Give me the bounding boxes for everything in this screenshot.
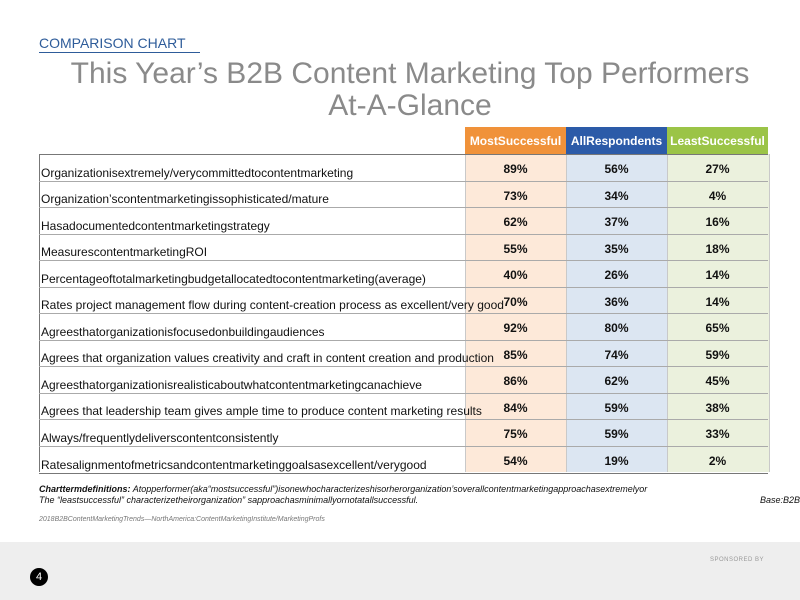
row-label: Agrees that organization values creativi… (41, 351, 494, 365)
value-most-successful: 89% (503, 162, 528, 176)
title-line-1: This Year’s B2B Content Marketing Top Pe… (70, 57, 750, 90)
table-row: Always/frequentlydeliverscontentconsiste… (39, 420, 768, 447)
value-most-successful: 84% (503, 400, 528, 415)
table-row: Organization’scontentmarketingissophisti… (39, 182, 768, 208)
value-most-successful: 40% (503, 268, 528, 282)
row-label: Always/frequentlydeliverscontentconsiste… (41, 430, 279, 445)
value-least-successful: 27% (705, 162, 730, 176)
table-row: Agreesthatorganizationisrealisticaboutwh… (39, 367, 768, 394)
column-header-least-successful: LeastSuccessful (667, 127, 768, 154)
value-all-respondents: 74% (604, 347, 629, 362)
column-bg-all (566, 154, 668, 472)
value-all-respondents: 36% (604, 294, 629, 309)
value-least-successful: 2% (708, 453, 727, 468)
value-all-respondents: 19% (604, 453, 629, 468)
value-most-successful: 75% (503, 427, 528, 441)
column-header-all-respondents: AllRespondents (566, 127, 667, 154)
value-most-successful: 73% (503, 188, 528, 203)
sponsored-label: SPONSORED BY (710, 557, 765, 563)
row-label: MeasurescontentmarketingROI (41, 245, 208, 259)
value-least-successful: 4% (708, 188, 727, 203)
value-all-respondents: 59% (604, 427, 629, 441)
value-all-respondents: 59% (604, 400, 629, 415)
value-least-successful: 16% (705, 215, 730, 229)
kicker-label: COMPARISON CHART (39, 35, 200, 53)
value-most-successful: 70% (503, 294, 528, 309)
slide: COMPARISON CHART This Year’s B2B Content… (0, 0, 800, 542)
definitions-line-2: The “leastsuccessful” characterizetheiro… (39, 495, 419, 505)
value-all-respondents: 26% (604, 268, 629, 282)
value-least-successful: 14% (705, 268, 730, 282)
row-label: Hasadocumentedcontentmarketingstrategy (41, 218, 270, 233)
definitions-line-1: Atopperformer(aka“mostsuccessful”)isonew… (132, 484, 648, 494)
value-most-successful: 54% (503, 453, 528, 468)
title-line-2: At-A-Glance (328, 89, 492, 122)
table-row: Percentageoftotalmarketingbudgetallocate… (39, 261, 768, 288)
table-row: Agreesthatorganizationisfocusedonbuildin… (39, 314, 768, 341)
row-label: Organization’scontentmarketingissophisti… (41, 192, 329, 206)
value-most-successful: 55% (503, 241, 528, 256)
page-number-badge: 4 (30, 568, 48, 586)
value-least-successful: 38% (705, 400, 730, 415)
source-note: 2018B2BContentMarketingTrends—NorthAmeri… (39, 516, 325, 523)
value-least-successful: 14% (705, 294, 730, 309)
table-row: Agrees that leadership team gives ample … (39, 394, 768, 420)
column-bg-most (465, 154, 567, 472)
value-most-successful: 86% (503, 374, 528, 388)
row-label: Organizationisextremely/verycommittedtoc… (41, 165, 354, 180)
row-label: Ratesalignmentofmetricsandcontentmarketi… (41, 458, 427, 472)
definitions-label: Charttermdefinitions: (39, 484, 131, 494)
table-row: Organizationisextremely/verycommittedtoc… (39, 155, 768, 182)
table-row: MeasurescontentmarketingROI 55% 35% 18% (39, 235, 768, 261)
value-all-respondents: 37% (604, 215, 629, 229)
value-all-respondents: 62% (604, 374, 629, 388)
table-row: Hasadocumentedcontentmarketingstrategy 62… (39, 208, 768, 235)
comparison-table: Organizationisextremely/verycommittedtoc… (39, 154, 768, 474)
chart-definitions: Charttermdefinitions: Atopperformer(aka“… (39, 484, 800, 506)
value-least-successful: 59% (705, 347, 730, 362)
value-all-respondents: 56% (604, 162, 629, 176)
value-least-successful: 65% (705, 321, 730, 335)
value-least-successful: 33% (705, 427, 730, 441)
value-all-respondents: 35% (604, 241, 629, 256)
value-most-successful: 62% (503, 215, 528, 229)
value-least-successful: 45% (705, 374, 730, 388)
table-left-rule (39, 154, 40, 472)
value-most-successful: 85% (503, 347, 528, 362)
column-header-most-successful: MostSuccessful (465, 127, 566, 154)
value-all-respondents: 80% (604, 321, 629, 335)
table-row: Agrees that organization values creativi… (39, 341, 768, 367)
value-most-successful: 92% (503, 321, 528, 335)
row-label: Rates project management flow during con… (41, 298, 504, 312)
value-all-respondents: 34% (604, 188, 629, 203)
row-label: Agreesthatorganizationisfocusedonbuildin… (41, 324, 325, 339)
value-least-successful: 18% (705, 241, 730, 256)
row-label: Agreesthatorganizationisrealisticaboutwh… (41, 377, 422, 392)
row-label: Agrees that leadership team gives ample … (41, 404, 482, 418)
table-row: Rates project management flow during con… (39, 288, 768, 314)
table-row: Ratesalignmentofmetricsandcontentmarketi… (39, 447, 768, 474)
column-bg-least (667, 154, 770, 472)
row-label: Percentageoftotalmarketingbudgetallocate… (41, 271, 426, 286)
page-title: This Year’s B2B Content Marketing Top Pe… (20, 58, 800, 122)
base-note: Base:B2B (759, 495, 800, 505)
